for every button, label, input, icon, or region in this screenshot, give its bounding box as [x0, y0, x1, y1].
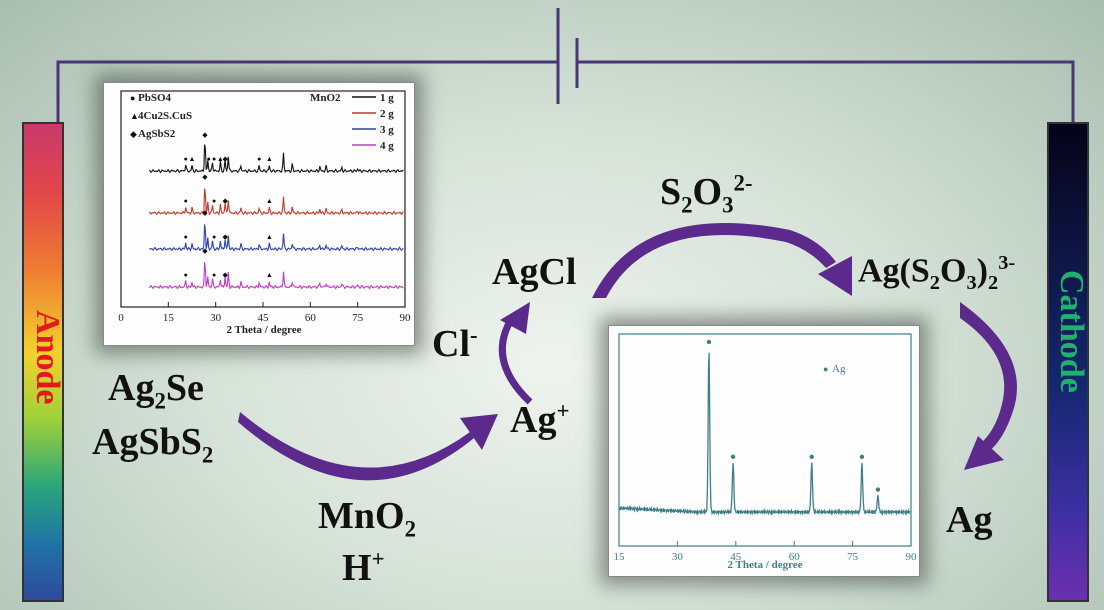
- anode-electrode: [22, 122, 64, 602]
- peak-marker: ▲: [266, 271, 273, 279]
- thiosulfate-label: S2O32-: [660, 170, 753, 218]
- x-tick-label: 45: [730, 551, 742, 563]
- peak-marker: ▲: [266, 233, 273, 241]
- x-tick-label: 60: [305, 312, 317, 324]
- xrd-residue-svg: 0 15 30 45 60 75 90 ● ▲◆● ● ▲◆ ● ▲●◆● ◆ ▲●◆● ◆ ▲●◆● ◆ ▲ 2…: [118, 90, 412, 336]
- peak-marker: ◆: [202, 173, 208, 181]
- x-tick-label: 15: [614, 551, 626, 563]
- mno2-label: MnO2: [318, 495, 416, 542]
- peak-marker: ●: [184, 155, 188, 163]
- phase-label-agsbs2: AgSbS2: [138, 128, 176, 140]
- x-tick-label: 30: [672, 551, 684, 563]
- xrd-silver-svg: 15 30 45 60 75 90 ● Ag 2 Theta / degree: [614, 333, 918, 571]
- phase-marker: ●: [130, 93, 135, 103]
- peak-marker: ●: [212, 155, 216, 163]
- peak-marker: ●: [212, 197, 216, 205]
- peak-marker: ●: [207, 155, 211, 163]
- peak-marker: ●: [257, 155, 261, 163]
- phase-label-pbso4: PbSO4: [138, 92, 172, 104]
- agcl-label: AgCl: [492, 251, 577, 293]
- peak-marker-ag: [809, 454, 814, 459]
- phase-marker: ▲: [130, 111, 139, 121]
- peak-marker: ●: [184, 271, 188, 279]
- x-tick-label: 0: [118, 312, 124, 324]
- legend-label: 3 g: [380, 124, 394, 136]
- legend-label: 1 g: [380, 92, 394, 104]
- chloride-label: Cl-: [432, 322, 478, 365]
- peak-marker: ◆: [222, 271, 228, 279]
- silver-ion-label: Ag+: [510, 398, 570, 441]
- peak-marker: ●: [184, 197, 188, 205]
- x-tick-label: 75: [352, 312, 364, 324]
- phase-label-cu2s: 4Cu2S.CuS: [138, 110, 192, 122]
- x-tick-label: 15: [163, 312, 175, 324]
- xrd-chart-silver: 15 30 45 60 75 90 ● Ag 2 Theta / degree: [608, 325, 920, 577]
- leach-arrow: [238, 412, 498, 481]
- series-line-3: [149, 224, 404, 252]
- peak-marker-ag: [706, 339, 712, 345]
- agsbs2-label: AgSbS2: [92, 421, 214, 468]
- chloride-arrow: [498, 302, 533, 405]
- peak-marker: ▲: [189, 155, 196, 163]
- proton-label: H+: [342, 546, 385, 589]
- peak-marker: ◆: [202, 131, 208, 139]
- peak-marker: ●: [184, 233, 188, 241]
- anode-label: Anode: [29, 310, 66, 405]
- legend-label: 4 g: [380, 140, 394, 152]
- xrd-chart-residue: 0 15 30 45 60 75 90 ● ▲ ◆ ● ● ▲ ◆ ● ▲ ● ◆ ● ◆ ▲ ● ◆ ● ◆ ▲ ● ◆ ● ◆ ▲ 2…: [103, 82, 415, 346]
- x-tick-label: 30: [210, 312, 222, 324]
- x-axis-label: 2 Theta / degree: [226, 324, 301, 336]
- x-tick-label: 90: [906, 551, 918, 563]
- peak-marker-ag: [859, 454, 865, 459]
- peak-marker: ◆: [222, 155, 228, 163]
- peak-marker: ◆: [222, 233, 228, 241]
- ag-legend-label: Ag: [832, 363, 846, 375]
- peak-marker: ●: [212, 233, 216, 241]
- series-line-4: [148, 262, 404, 290]
- phase-marker: ◆: [130, 129, 137, 139]
- silver-thiosulfate-complex-label: Ag(S2O3)23-: [858, 252, 1016, 295]
- series-line-2: [148, 188, 404, 216]
- ag-legend-marker: ●: [823, 364, 828, 374]
- x-tick-label: 90: [400, 312, 412, 324]
- peak-marker-ag: [730, 454, 736, 459]
- series-line-ag: [619, 352, 911, 517]
- thiosulfate-arrow: [592, 222, 852, 298]
- x-tick-label: 45: [258, 312, 270, 324]
- peak-marker: ▲: [217, 155, 224, 163]
- legend-title: MnO2: [310, 92, 341, 104]
- plot-frame: [618, 333, 912, 547]
- ag2se-label: Ag2Se: [108, 367, 204, 414]
- series-line-1: [148, 144, 404, 174]
- peak-marker: ▲: [266, 197, 273, 205]
- x-tick-label: 60: [789, 551, 801, 563]
- plot-frame: [120, 90, 406, 308]
- peak-marker-ag: [875, 487, 881, 492]
- silver-metal-label: Ag: [946, 499, 993, 541]
- cathode-electrode: [1047, 122, 1089, 602]
- peak-marker: ◆: [222, 197, 228, 205]
- peak-marker: ◆: [202, 209, 208, 217]
- x-axis-label: 2 Theta / degree: [727, 559, 802, 571]
- legend-label: 2 g: [380, 108, 394, 120]
- deposition-arrow: [960, 302, 1017, 470]
- x-tick-label: 75: [847, 551, 859, 563]
- cathode-label: Cathode: [1053, 270, 1090, 393]
- peak-marker: ▲: [266, 155, 273, 163]
- peak-marker: ◆: [202, 247, 208, 255]
- peak-marker: ●: [212, 271, 216, 279]
